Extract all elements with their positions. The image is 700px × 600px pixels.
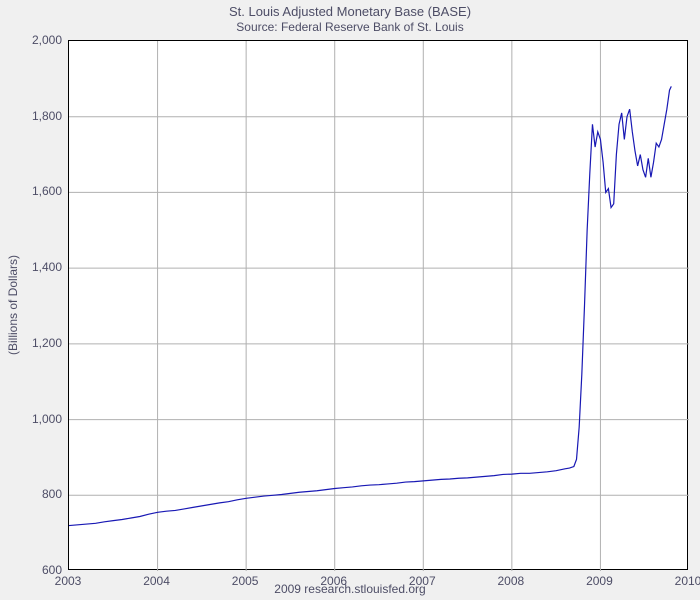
x-tick-label: 2006 bbox=[314, 574, 354, 588]
y-tick-label: 800 bbox=[18, 487, 62, 501]
plot-area bbox=[68, 40, 688, 570]
y-tick-label: 1,600 bbox=[18, 184, 62, 198]
chart-subtitle: Source: Federal Reserve Bank of St. Loui… bbox=[0, 20, 700, 34]
data-series-line bbox=[69, 86, 671, 525]
y-tick-label: 1,000 bbox=[18, 412, 62, 426]
y-tick-label: 1,200 bbox=[18, 336, 62, 350]
x-tick-label: 2008 bbox=[491, 574, 531, 588]
x-tick-label: 2007 bbox=[402, 574, 442, 588]
x-tick-label: 2010 bbox=[668, 574, 700, 588]
y-tick-label: 1,400 bbox=[18, 260, 62, 274]
x-tick-label: 2009 bbox=[579, 574, 619, 588]
x-tick-label: 2005 bbox=[225, 574, 265, 588]
chart-title: St. Louis Adjusted Monetary Base (BASE) bbox=[0, 4, 700, 19]
y-tick-label: 1,800 bbox=[18, 109, 62, 123]
chart-svg bbox=[69, 41, 689, 571]
chart-container: St. Louis Adjusted Monetary Base (BASE) … bbox=[0, 0, 700, 600]
y-tick-label: 2,000 bbox=[18, 33, 62, 47]
x-tick-label: 2004 bbox=[137, 574, 177, 588]
x-tick-label: 2003 bbox=[48, 574, 88, 588]
